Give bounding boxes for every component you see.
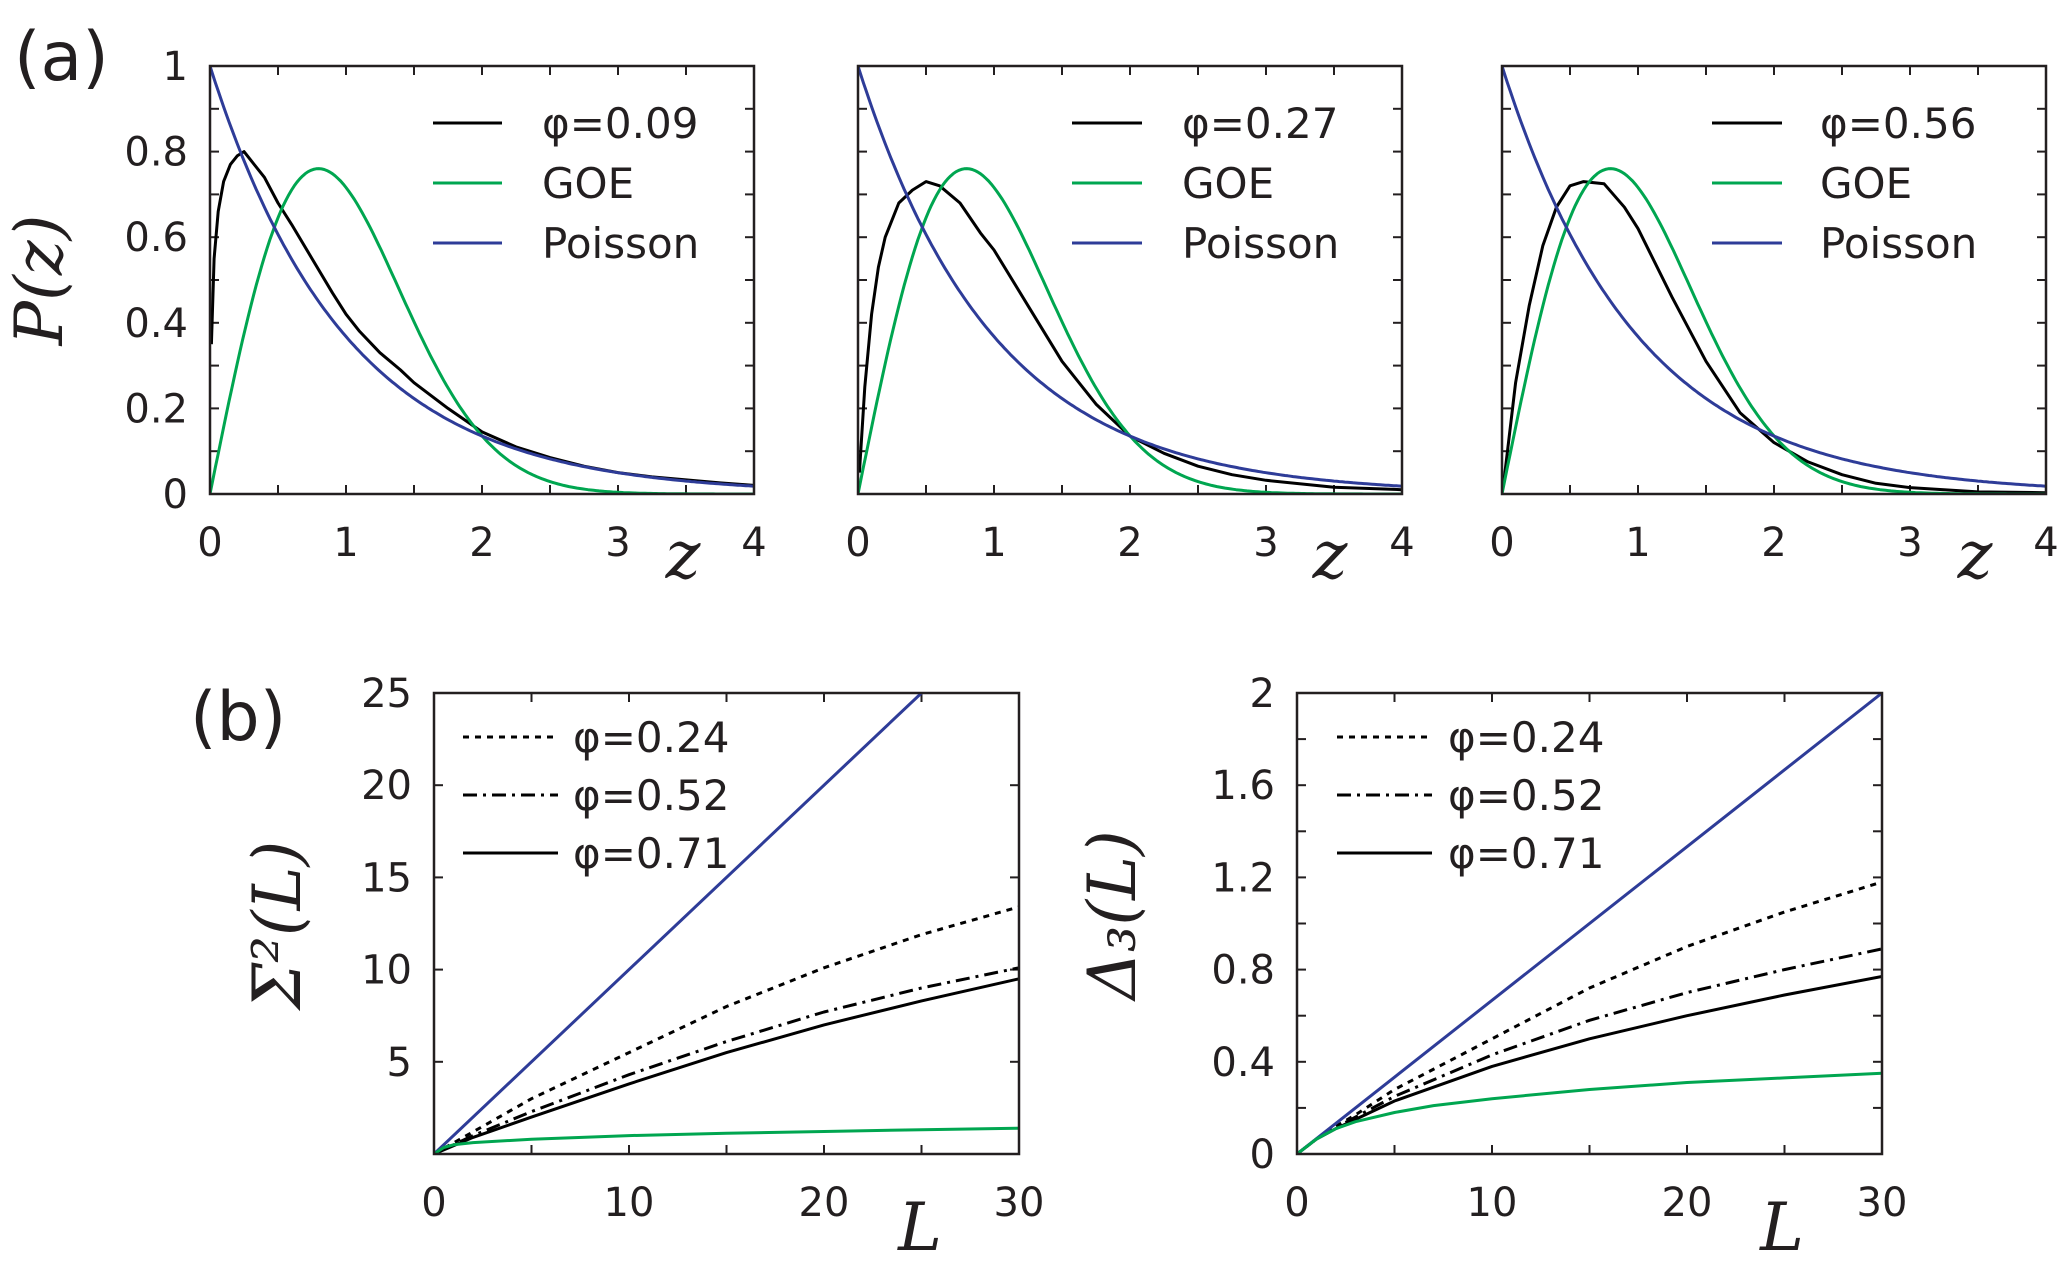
series-group	[1297, 693, 1882, 1154]
legend-label: Poisson	[1182, 219, 1339, 268]
x-tick-label: 4	[1389, 520, 1414, 566]
x-tick-label: 20	[1662, 1180, 1713, 1226]
x-tick-label: 1	[1625, 520, 1650, 566]
x-tick-label: 10	[604, 1180, 655, 1226]
y-tick-label: 0.8	[1211, 948, 1275, 994]
legend-label: GOE	[542, 159, 634, 208]
x-tick-label: 0	[1284, 1180, 1309, 1226]
x-tick-label: 3	[1253, 520, 1278, 566]
y-axis-title: Δ₃(L)	[1074, 830, 1151, 1002]
y-tick-label: 1.2	[1211, 855, 1275, 901]
series-line-goe	[210, 167, 754, 494]
x-tick-label: 3	[1897, 520, 1922, 566]
legend-label: φ=0.24	[573, 713, 729, 762]
y-tick-label: 0.6	[124, 215, 188, 261]
series-line-0-56	[1502, 180, 2046, 494]
series-line-poisson	[1502, 66, 2046, 488]
plot-frame	[856, 64, 1404, 496]
y-tick-label: 1.6	[1211, 763, 1275, 809]
x-tick-label: 10	[1467, 1180, 1518, 1226]
plot-frame	[432, 691, 1021, 1156]
series-line-goe	[1502, 167, 2046, 494]
x-axis-title: z	[1957, 517, 1994, 594]
x-tick-label: 0	[1489, 520, 1514, 566]
y-tick-label: 20	[361, 763, 412, 809]
x-tick-label: 2	[1761, 520, 1786, 566]
legend-label: φ=0.27	[1182, 99, 1338, 148]
y-tick-label: 0.8	[124, 130, 188, 176]
series-line-poisson	[210, 66, 754, 488]
y-axis-title: Σ²(L)	[239, 841, 316, 1011]
series-line-0-71	[1297, 975, 1882, 1154]
x-tick-label: 2	[469, 520, 494, 566]
y-tick-label: 5	[387, 1040, 412, 1086]
series-line-goe	[1297, 1071, 1882, 1154]
x-tick-label: 0	[421, 1180, 446, 1226]
legend-label: GOE	[1182, 159, 1274, 208]
legend-label: φ=0.09	[542, 99, 698, 148]
y-tick-label: 0	[1250, 1132, 1275, 1178]
x-tick-label: 0	[197, 520, 222, 566]
chart-a1: 0 1 2 3 4 0 0.2 0.4 0.6 0.8 1 z P(z) φ=0.09 GOE Poisson	[1, 44, 767, 594]
series-line-0-52	[434, 966, 1019, 1154]
legend-label: φ=0.52	[573, 771, 729, 820]
series-group	[434, 693, 1019, 1154]
legend-label: φ=0.56	[1820, 99, 1976, 148]
charts: 0 1 2 3 4 0 0.2 0.4 0.6 0.8 1 z P(z) φ=0.09 GOE Poisson…	[1, 44, 2059, 1265]
y-axis-title: P(z)	[1, 215, 78, 347]
x-tick-label: 2	[1117, 520, 1142, 566]
x-tick-label: 0	[845, 520, 870, 566]
x-tick-label: 1	[333, 520, 358, 566]
y-tick-label: 0.4	[1211, 1040, 1275, 1086]
x-axis-title: L	[897, 1189, 942, 1265]
series-line-poisson	[1297, 693, 1882, 1154]
x-tick-label: 4	[2033, 520, 2058, 566]
legend-label: φ=0.71	[1448, 829, 1604, 878]
legend-label: GOE	[1820, 159, 1912, 208]
x-tick-label: 3	[605, 520, 630, 566]
x-axis-title: z	[665, 517, 702, 594]
legend-label: φ=0.24	[1448, 713, 1604, 762]
legend-label: Poisson	[1820, 219, 1977, 268]
x-tick-label: 30	[994, 1180, 1045, 1226]
legend-label: Poisson	[542, 219, 699, 268]
x-tick-label: 20	[799, 1180, 850, 1226]
plot-frame	[1500, 64, 2048, 496]
legend-label: φ=0.71	[573, 829, 729, 878]
x-tick-label: 30	[1857, 1180, 1908, 1226]
x-tick-label: 1	[981, 520, 1006, 566]
series-line-poisson	[434, 693, 923, 1154]
series-line-goe	[434, 1126, 1019, 1154]
y-tick-label: 1	[163, 44, 188, 90]
y-tick-label: 10	[361, 948, 412, 994]
x-axis-title: z	[1312, 517, 1349, 594]
series-line-goe	[858, 167, 1402, 494]
y-tick-label: 2	[1250, 671, 1275, 717]
chart-a3: 0 1 2 3 4z φ=0.56 GOE Poisson	[1489, 64, 2059, 594]
plot-frame	[208, 64, 756, 496]
y-tick-label: 0	[163, 472, 188, 518]
chart-b2: 0 10 20 30 0 0.4 0.8 1.2 1.6 2 L Δ₃(L) φ=0.24 φ=0.52 φ…	[1074, 671, 1907, 1265]
series-line-0-27	[858, 180, 1402, 492]
y-tick-label: 25	[361, 671, 412, 717]
series-line-0-24	[434, 905, 1019, 1154]
series-line-poisson	[858, 66, 1402, 488]
series-line-0-52	[1297, 947, 1882, 1154]
y-tick-label: 15	[361, 855, 412, 901]
panel-label-a: (a)	[14, 18, 109, 97]
y-tick-label: 0.4	[124, 301, 188, 347]
x-tick-label: 4	[741, 520, 766, 566]
x-axis-title: L	[1759, 1189, 1804, 1265]
chart-a2: 0 1 2 3 4z φ=0.27 GOE Poisson	[845, 64, 1415, 594]
chart-b1: 0 10 20 30 5 10 15 20 25 L Σ²(L) φ=0.24 φ=0.52 φ=0.71	[239, 671, 1044, 1265]
panel-label-b: (b)	[190, 678, 286, 757]
y-tick-label: 0.2	[124, 386, 188, 432]
plot-frame	[1295, 691, 1884, 1156]
legend-label: φ=0.52	[1448, 771, 1604, 820]
